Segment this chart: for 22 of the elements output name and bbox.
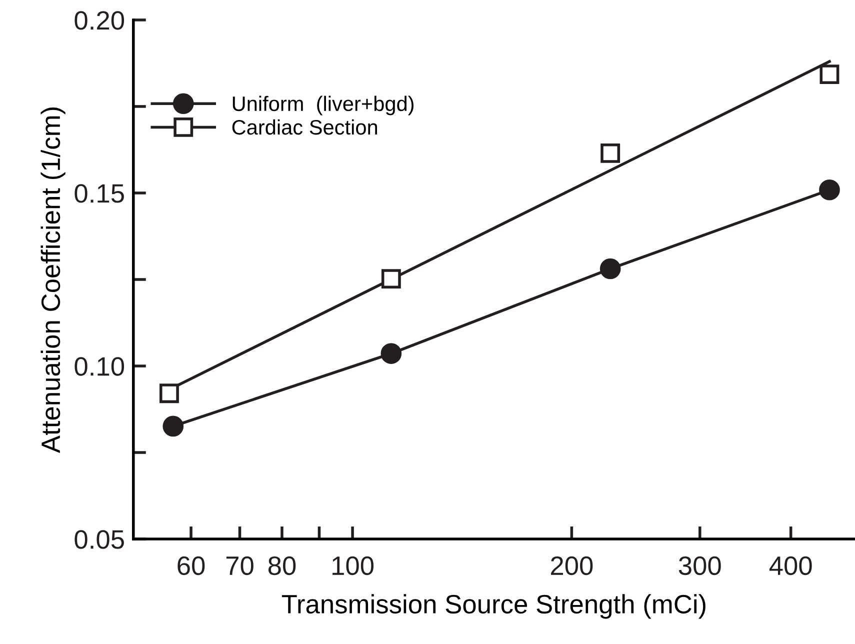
x-tick-label: 80 <box>268 556 296 576</box>
point <box>820 64 840 84</box>
point <box>600 258 621 280</box>
y-tick-label: 0.20 <box>74 11 124 30</box>
x-tick-label: 60 <box>178 556 205 576</box>
y-axis-title: Attenuation Coefficient (1/cm) <box>40 108 66 454</box>
point <box>600 143 620 163</box>
x-tick-label: 200 <box>551 556 593 576</box>
legend-label: Cardiac Section <box>232 119 378 135</box>
x-tick-label: 400 <box>769 556 812 576</box>
x-tick-label: 300 <box>678 556 721 576</box>
point <box>381 269 401 289</box>
point <box>819 179 840 200</box>
x-axis-title: Transmission Source Strength (mCi) <box>282 594 706 619</box>
y-tick-label: 0.15 <box>74 184 124 203</box>
point <box>380 343 402 364</box>
legend-label: Uniform (liver+bgd) <box>232 96 414 116</box>
x-tick-label: 70 <box>226 556 254 576</box>
y-tick-label: 0.10 <box>74 357 124 376</box>
point <box>162 416 184 437</box>
x-tick-label: 100 <box>332 556 374 576</box>
y-tick-label: 0.05 <box>74 530 124 549</box>
